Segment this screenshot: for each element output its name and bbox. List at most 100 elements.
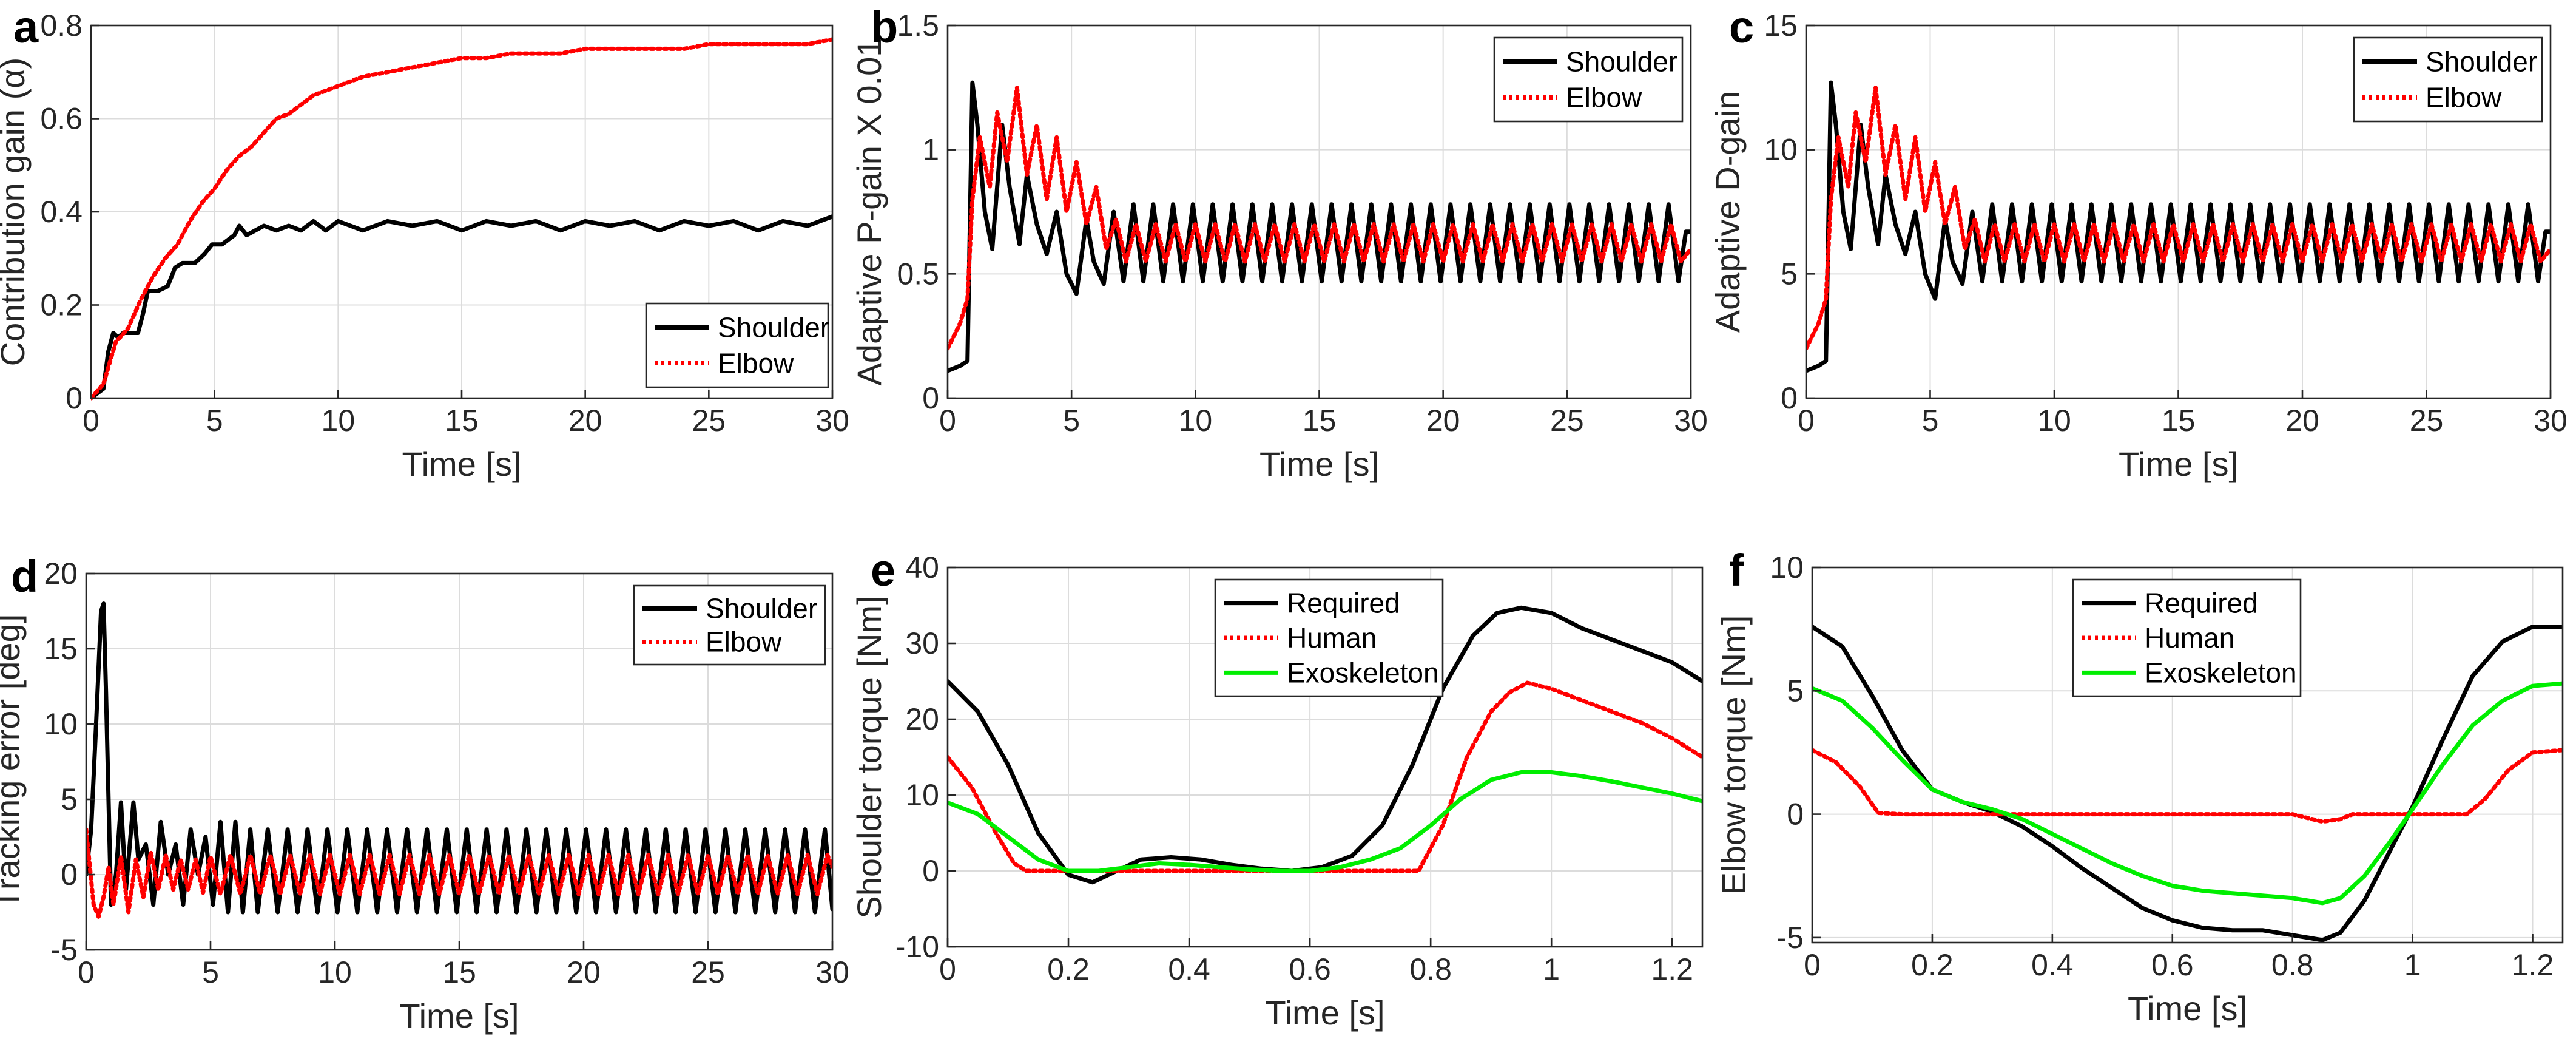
series-line-shoulder — [86, 601, 832, 915]
x-axis-label: Time [s] — [1265, 994, 1384, 1032]
x-tick-label: 0.2 — [1911, 948, 1954, 982]
legend-label-elbow: Elbow — [706, 626, 782, 658]
x-tick-label: 10 — [322, 404, 356, 438]
y-tick-label: 15 — [44, 632, 78, 666]
y-tick-label: 40 — [905, 550, 939, 584]
x-tick-label: 0 — [78, 955, 95, 989]
y-axis-label: Contribution gain (α) — [0, 58, 32, 367]
y-tick-label: 1 — [922, 133, 939, 167]
x-tick-label: 20 — [568, 404, 602, 438]
x-tick-label: 0.8 — [2271, 948, 2314, 982]
x-tick-label: 0.4 — [2031, 948, 2074, 982]
x-axis-label: Time [s] — [1259, 445, 1379, 483]
x-tick-label: 15 — [1303, 404, 1337, 438]
x-tick-label: 30 — [1674, 404, 1708, 438]
x-tick-label: 30 — [815, 955, 849, 989]
y-tick-label: 15 — [1764, 8, 1798, 42]
x-tick-label: 25 — [692, 404, 726, 438]
y-tick-label: -10 — [895, 930, 939, 964]
series-line-shoulder — [1806, 80, 2551, 373]
x-tick-label: 20 — [567, 955, 601, 989]
series-group — [86, 601, 832, 919]
legend-box — [2353, 36, 2543, 123]
y-tick-label: -5 — [1777, 921, 1804, 955]
x-axis-label: Time [s] — [2128, 989, 2247, 1028]
series-line-exoskeleton — [1812, 681, 2563, 906]
x-tick-label: 0 — [1798, 404, 1815, 438]
y-tick-label: 0.4 — [40, 195, 83, 229]
legend-label-human: Human — [2145, 622, 2234, 654]
y-tick-label: 10 — [1770, 550, 1804, 584]
x-tick-label: 0 — [83, 404, 99, 438]
y-tick-label: 20 — [44, 557, 78, 591]
legend-label-shoulder: Shoulder — [718, 312, 829, 344]
y-tick-label: 0.8 — [40, 8, 83, 42]
y-tick-label: 5 — [61, 782, 78, 816]
x-tick-label: 0 — [1804, 948, 1821, 982]
legend-label-elbow: Elbow — [1566, 82, 1642, 113]
x-tick-label: 10 — [318, 955, 352, 989]
x-tick-label: 0 — [939, 952, 956, 986]
x-tick-label: 0.4 — [1168, 952, 1210, 986]
y-tick-label: 0.5 — [897, 257, 939, 291]
y-tick-label: 0.6 — [40, 102, 83, 136]
y-tick-label: 5 — [1787, 674, 1804, 708]
y-tick-label: 0.2 — [40, 288, 83, 322]
legend-label-exoskeleton: Exoskeleton — [1287, 657, 1439, 688]
legend-box — [645, 302, 829, 388]
legend-box — [633, 584, 826, 666]
series-line-exoskeleton — [948, 770, 1702, 873]
y-tick-label: 10 — [1764, 133, 1798, 167]
legend-label-required: Required — [1287, 587, 1400, 619]
axis-frame — [1811, 566, 2564, 944]
x-tick-label: 0.6 — [2151, 948, 2194, 982]
x-tick-label: 20 — [2285, 404, 2319, 438]
y-tick-label: 0 — [922, 854, 939, 888]
panel-letter: d — [11, 551, 38, 601]
series-group — [1812, 625, 2563, 943]
series-group — [948, 80, 1691, 373]
series-group — [948, 605, 1702, 885]
y-tick-label: 0 — [61, 858, 78, 892]
x-tick-label: 15 — [2162, 404, 2196, 438]
y-axis-label: Adaptive D-gain — [1708, 91, 1747, 333]
x-tick-label: 25 — [1550, 404, 1584, 438]
y-tick-label: -5 — [51, 933, 78, 967]
panel-letter: b — [871, 2, 898, 52]
y-axis-label: Shoulder torque [Nm] — [850, 595, 888, 918]
y-axis-label: Elbow torque [Nm] — [1715, 615, 1753, 895]
y-tick-label: 5 — [1781, 257, 1798, 291]
series-line-human — [948, 680, 1702, 873]
x-axis-label: Time [s] — [2119, 445, 2238, 483]
series-line-shoulder — [948, 80, 1691, 373]
x-tick-label: 5 — [206, 404, 223, 438]
series-line-shoulder — [91, 214, 832, 401]
legend-box — [1493, 36, 1684, 123]
legend-label-exoskeleton: Exoskeleton — [2145, 657, 2297, 688]
y-axis-label: Adaptive P-gain X 0.01 — [850, 38, 888, 386]
legend-label-required: Required — [2145, 587, 2258, 619]
y-tick-label: 30 — [905, 626, 939, 660]
x-tick-label: 1 — [2404, 948, 2421, 982]
legend-label-shoulder: Shoulder — [1566, 46, 1677, 78]
x-tick-label: 5 — [1063, 404, 1080, 438]
x-tick-label: 0.6 — [1289, 952, 1331, 986]
x-tick-label: 10 — [2037, 404, 2071, 438]
chart-panel-a: 0 5 10 15 20 25 30 0 0.2 0.4 0.6 0.8 Time [s] Contrib… — [0, 2, 849, 483]
panel-letter: f — [1729, 545, 1744, 595]
chart-panel-c: 0 5 10 15 20 25 30 0 5 10 15 Time [s] Adaptive D-gai… — [1708, 2, 2568, 483]
x-tick-label: 30 — [815, 404, 849, 438]
chart-panel-b: 0 5 10 15 20 25 30 0 0.5 1 1.5 Time [s] Adaptive P-g… — [850, 2, 1708, 483]
legend: Shoulder Elbow — [645, 302, 829, 388]
legend-label-human: Human — [1287, 622, 1377, 654]
y-tick-label: 10 — [44, 707, 78, 741]
x-tick-label: 15 — [442, 955, 476, 989]
x-tick-label: 20 — [1426, 404, 1460, 438]
y-tick-label: 0 — [1781, 381, 1798, 415]
